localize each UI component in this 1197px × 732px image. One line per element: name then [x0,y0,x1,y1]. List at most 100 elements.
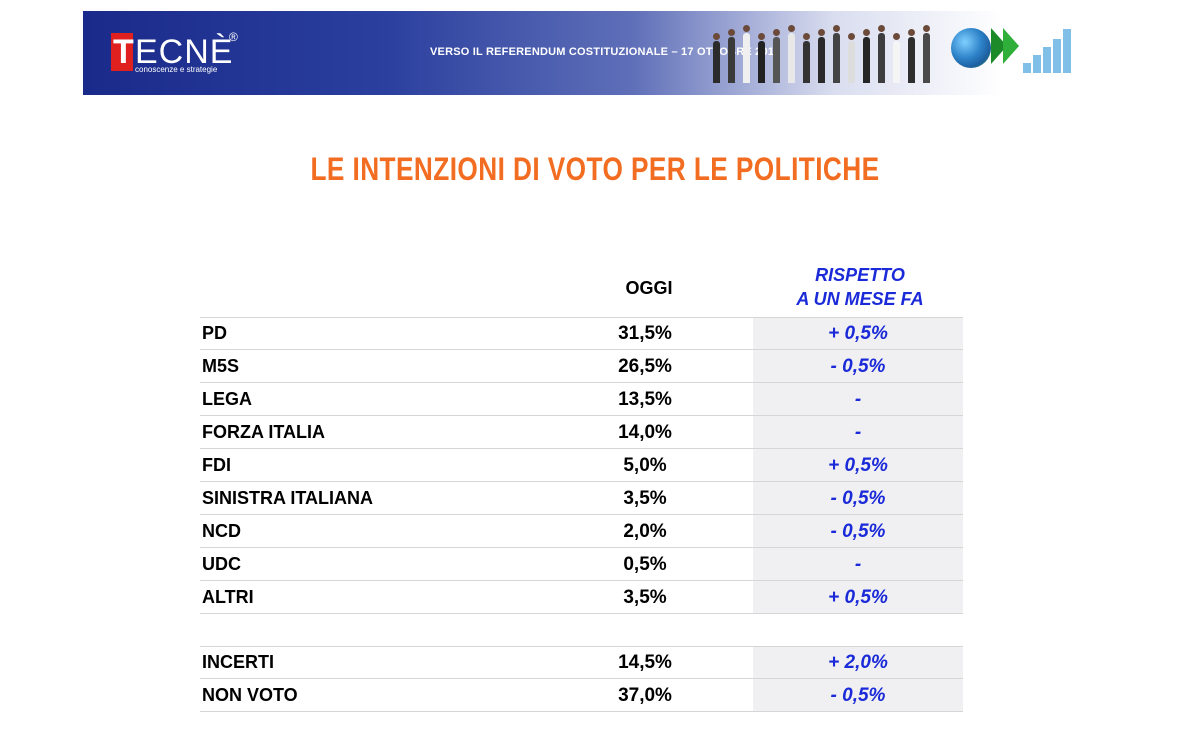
table-row: M5S 26,5% - 0,5% [200,350,963,383]
party-name: FDI [202,455,231,475]
person-head [728,29,735,36]
banner-subtitle: VERSO IL REFERENDUM COSTITUZIONALE – 17 … [430,46,781,58]
person-figure [758,33,765,83]
person-head [743,25,750,32]
delta-value: - 0,5% [830,356,886,377]
oggi-value: 5,0% [623,455,667,476]
delta-cell-shade [753,416,963,449]
party-name: LEGA [202,389,253,409]
logo-tagline: conoscenze e strategie [135,65,218,74]
table-row: NCD 2,0% - 0,5% [200,515,963,548]
table-row: INCERTI 14,5% + 2,0% [200,646,963,679]
logo-wordmark: ECNÈ [135,33,234,71]
party-name: NON VOTO [202,685,298,705]
column-header-rispetto: RISPETTO A UN MESE FA [760,263,960,311]
delta-cell-shade [753,515,963,548]
person-figure [923,25,930,83]
delta-value: - 0,5% [830,685,886,706]
row-divider [200,382,963,383]
page-title: LE INTENZIONI DI VOTO PER LE POLITICHE [310,151,880,187]
bar-chart-icon [1023,29,1073,73]
delta-value: - 0,5% [830,521,886,542]
person-figure [908,29,915,83]
table-row: ALTRI 3,5% + 0,5% [200,581,963,614]
person-figure [833,25,840,83]
person-figure [728,29,735,83]
person-figure [848,33,855,83]
person-head [848,33,855,40]
person-figure [743,25,750,83]
oggi-value: 2,0% [623,521,667,542]
person-head [758,33,765,40]
delta-value: - 0,5% [830,488,886,509]
oggi-value: 37,0% [618,685,672,706]
row-divider [200,711,963,712]
oggi-value: 0,5% [623,554,667,575]
delta-value: + 2,0% [828,652,888,673]
column-header-rispetto-line2: A UN MESE FA [796,289,924,309]
oggi-value: 31,5% [618,323,672,344]
delta-cell-shade [753,317,963,350]
delta-cell-shade [753,581,963,614]
person-head [788,25,795,32]
delta-value: - [854,422,862,443]
delta-cell-shade [753,482,963,515]
person-head [833,25,840,32]
delta-value: - [854,554,862,575]
row-divider [200,678,963,679]
party-name: SINISTRA ITALIANA [202,488,373,508]
column-header-rispetto-line1: RISPETTO [815,265,905,285]
row-divider [200,514,963,515]
delta-cell-shade [753,679,963,712]
table-row: LEGA 13,5% - [200,383,963,416]
table-row: FDI 5,0% + 0,5% [200,449,963,482]
logo-initial: T [113,33,134,71]
person-head [818,29,825,36]
row-divider [200,613,963,614]
person-figure [788,25,795,83]
party-name: M5S [202,356,240,376]
party-name: FORZA ITALIA [202,422,325,442]
column-header-oggi: OGGI [625,278,673,298]
person-head [923,25,930,32]
table-row: SINISTRA ITALIANA 3,5% - 0,5% [200,482,963,515]
table-row: NON VOTO 37,0% - 0,5% [200,679,963,712]
delta-cell-shade [753,383,963,416]
delta-value: + 0,5% [828,587,888,608]
oggi-value: 13,5% [618,389,672,410]
delta-cell-shade [753,350,963,383]
oggi-value: 14,0% [618,422,672,443]
logo-red-block: T [111,33,134,71]
party-name: INCERTI [202,652,274,672]
row-divider [200,580,963,581]
arrow-chevrons-icon [1003,28,1019,64]
delta-cell-shade [753,646,963,679]
person-figure [713,33,720,83]
table-row: FORZA ITALIA 14,0% - [200,416,963,449]
delta-value: + 0,5% [828,455,888,476]
delta-value: + 0,5% [828,323,888,344]
person-head [863,29,870,36]
row-divider [200,547,963,548]
party-name: UDC [202,554,241,574]
person-figure [863,29,870,83]
person-figure [773,29,780,83]
person-figure [878,25,885,83]
delta-value: - [854,389,862,410]
person-head [893,33,900,40]
party-name: NCD [202,521,241,541]
person-figure [818,29,825,83]
table-row: UDC 0,5% - [200,548,963,581]
delta-cell-shade [753,449,963,482]
party-name: ALTRI [202,587,254,607]
person-head [713,33,720,40]
person-head [878,25,885,32]
row-divider [200,349,963,350]
oggi-value: 3,5% [623,488,667,509]
row-divider [200,415,963,416]
oggi-value: 26,5% [618,356,672,377]
logo-registered-mark: ® [229,30,238,44]
person-head [803,33,810,40]
row-divider [200,448,963,449]
header-banner: T ECNÈ ® conoscenze e strategie VERSO IL… [83,11,1083,95]
